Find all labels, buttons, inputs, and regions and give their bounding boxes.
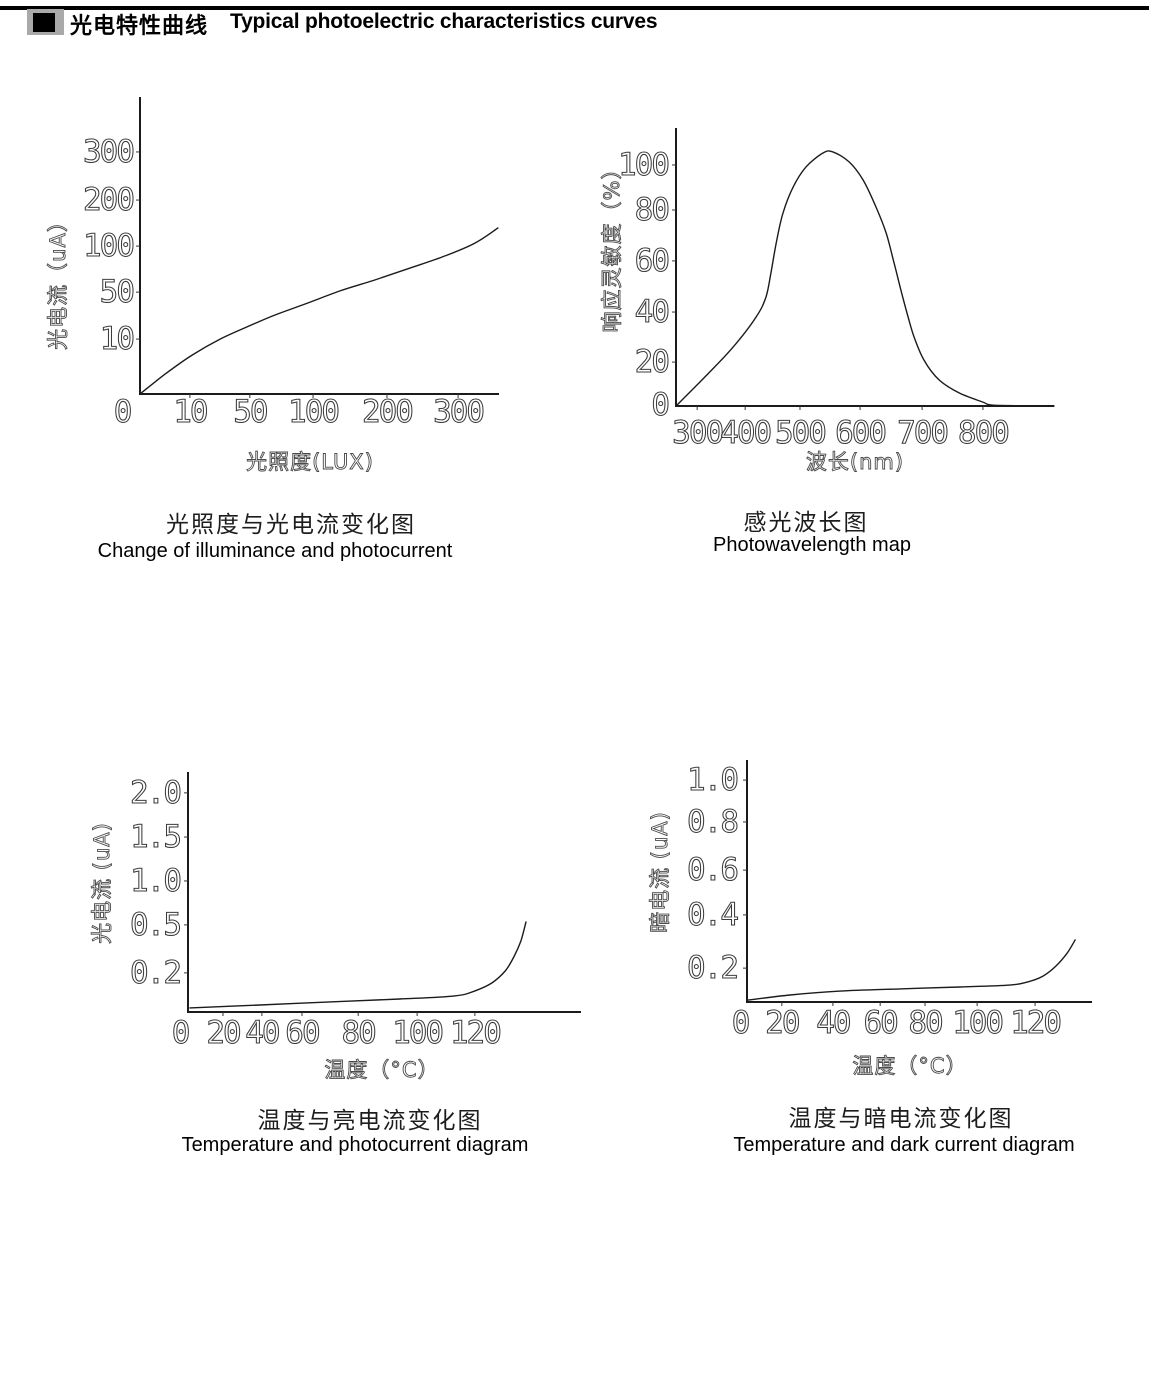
x-tick-label: 300 [672, 415, 722, 451]
y-tick-label: 50 [100, 274, 134, 310]
x-axis-title: 光照度(LUX) [246, 450, 374, 474]
x-tick-label: 700 [897, 415, 947, 451]
y-tick-label: 100 [83, 228, 133, 264]
caption-en-temperature-photocurrent: Temperature and photocurrent diagram [181, 1134, 529, 1156]
x-tick-label: 20 [206, 1015, 240, 1051]
x-tick-label: 0 [732, 1005, 749, 1041]
caption-zh-illuminance-photocurrent: 光照度与光电流变化图 [166, 512, 416, 538]
y-axis-title: 响应灵敏度（%） [600, 158, 624, 333]
y-axis-title: 暗电流 (uA) [648, 811, 672, 933]
y-tick-label: 1.0 [130, 863, 180, 899]
x-tick-label: 120 [450, 1015, 500, 1051]
x-tick-label: 800 [958, 415, 1008, 451]
caption-en-illuminance-photocurrent: Change of illuminance and photocurrent [97, 540, 453, 562]
x-tick-label: 500 [775, 415, 825, 451]
y-tick-label: 0.8 [687, 804, 737, 840]
x-tick-label: 120 [1010, 1005, 1060, 1041]
caption-en-temperature-dark-current: Temperature and dark current diagram [733, 1134, 1075, 1156]
x-tick-label: 50 [233, 394, 267, 430]
caption-zh-temperature-dark-current: 温度与暗电流变化图 [788, 1106, 1014, 1132]
y-axis-title: 光电流 (uA) [90, 822, 114, 944]
x-tick-label: 80 [342, 1015, 376, 1051]
section-marker-square-icon [33, 13, 55, 32]
x-tick-label: 80 [908, 1005, 942, 1041]
y-tick-label: 10 [100, 321, 134, 357]
x-axis-title: 波长(nm) [806, 450, 904, 474]
x-tick-label: 60 [864, 1005, 898, 1041]
x-tick-label: 300 [433, 394, 483, 430]
x-tick-label: 0 [114, 394, 131, 430]
y-tick-label: 1.5 [130, 819, 180, 855]
caption-zh-spectral-response: 感光波长图 [743, 510, 869, 536]
y-tick-label: 0 [651, 387, 668, 423]
y-tick-label: 20 [635, 344, 669, 380]
y-tick-label: 200 [83, 182, 133, 218]
y-tick-label: 0.2 [687, 950, 737, 986]
caption-zh-temperature-photocurrent: 温度与亮电流变化图 [257, 1108, 483, 1134]
x-tick-label: 200 [362, 394, 412, 430]
y-tick-label: 40 [635, 294, 669, 330]
x-axis-title: 温度（°C） [852, 1054, 967, 1078]
y-tick-label: 100 [618, 147, 668, 183]
chart-temperature-dark-current: 0 20 40 60 80 100 120 1.0 0.8 0.6 0.4 0.2 温度（°C） 暗电流 … [648, 760, 1092, 1078]
x-tick-label: 10 [173, 394, 207, 430]
y-tick-label: 0.6 [687, 852, 737, 888]
section-title-en: Typical photoelectric characteristics cu… [230, 10, 658, 33]
y-tick-label: 2.0 [130, 775, 180, 811]
x-tick-label: 400 [720, 415, 770, 451]
x-tick-label: 60 [285, 1015, 319, 1051]
y-tick-label: 80 [635, 192, 669, 228]
caption-en-spectral-response: Photowavelength map [713, 534, 911, 556]
data-curve [139, 227, 499, 395]
y-tick-label: 300 [83, 134, 133, 170]
x-tick-label: 40 [816, 1005, 850, 1041]
section-title-zh: 光电特性曲线 [70, 13, 209, 38]
y-tick-label: 0.5 [130, 907, 180, 943]
y-tick-label: 60 [635, 243, 669, 279]
y-tick-label: 0.2 [130, 955, 180, 991]
y-axis-title: 光电流（uA） [46, 210, 70, 350]
x-axis-title: 温度（°C） [324, 1058, 439, 1082]
chart-illuminance-photocurrent: 0 10 50 100 200 300 300 200 100 50 10 光照度(LUX) 光电流（u… [46, 97, 499, 474]
x-tick-label: 100 [952, 1005, 1002, 1041]
data-curve [675, 150, 1055, 407]
data-curve [747, 939, 1076, 1001]
chart-temperature-photocurrent: 0 20 40 60 80 100 120 2.0 1.5 1.0 0.5 0.2 温度（°C） 光电流 … [90, 772, 581, 1082]
section-marker [27, 9, 64, 35]
x-tick-label: 100 [288, 394, 338, 430]
y-tick-label: 1.0 [687, 762, 737, 798]
x-tick-label: 100 [392, 1015, 442, 1051]
top-rule [0, 6, 1149, 10]
y-tick-label: 0.4 [687, 897, 738, 933]
x-tick-label: 600 [835, 415, 885, 451]
data-curve [189, 921, 527, 1009]
x-tick-label: 40 [245, 1015, 279, 1051]
x-tick-label: 0 [172, 1015, 189, 1051]
x-tick-label: 20 [765, 1005, 799, 1041]
